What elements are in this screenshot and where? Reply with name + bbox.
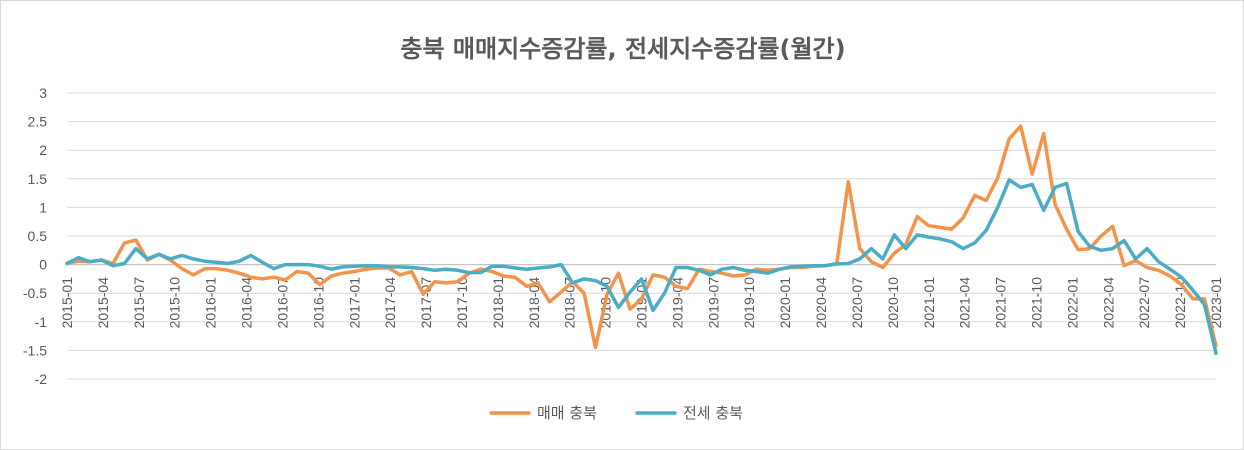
x-tick-label: 2016-01 bbox=[203, 277, 219, 329]
legend-label: 전세 충북 bbox=[683, 404, 743, 422]
x-tick-label: 2021-04 bbox=[957, 277, 973, 329]
y-tick-label: 3 bbox=[39, 85, 47, 101]
x-tick-group: 2022-04 bbox=[1100, 277, 1116, 329]
x-tick-group: 2015-04 bbox=[95, 277, 111, 329]
x-tick-group: 2017-10 bbox=[454, 277, 470, 329]
x-tick-group: 2019-04 bbox=[669, 277, 685, 329]
y-tick-label: 0 bbox=[39, 257, 47, 273]
x-tick-label: 2021-10 bbox=[1028, 277, 1044, 329]
x-tick-group: 2020-10 bbox=[885, 277, 901, 329]
x-tick-group: 2016-04 bbox=[239, 277, 255, 329]
x-tick-group: 2021-01 bbox=[921, 277, 937, 329]
x-tick-label: 2018-01 bbox=[490, 277, 506, 329]
x-tick-group: 2021-07 bbox=[993, 277, 1009, 329]
x-tick-label: 2015-01 bbox=[59, 277, 75, 329]
series-line-jeonse bbox=[65, 178, 1218, 356]
y-tick-label: -2 bbox=[35, 371, 48, 387]
x-tick-label: 2021-07 bbox=[993, 277, 1009, 329]
x-tick-group: 2018-01 bbox=[490, 277, 506, 329]
x-tick-group: 2016-10 bbox=[310, 277, 326, 329]
x-tick-group: 2022-07 bbox=[1136, 277, 1152, 329]
x-tick-label: 2017-04 bbox=[382, 277, 398, 329]
x-tick-label: 2020-10 bbox=[885, 277, 901, 329]
x-tick-label: 2020-07 bbox=[849, 277, 865, 329]
x-tick-group: 2019-10 bbox=[741, 277, 757, 329]
x-tick-group: 2020-04 bbox=[813, 277, 829, 329]
x-tick-label: 2023-01 bbox=[1208, 277, 1224, 329]
y-tick-label: -1.5 bbox=[23, 342, 47, 358]
x-tick-group: 2017-01 bbox=[346, 277, 362, 329]
x-tick-group: 2015-07 bbox=[131, 277, 147, 329]
x-tick-label: 2018-04 bbox=[526, 277, 542, 329]
x-tick-label: 2015-04 bbox=[95, 277, 111, 329]
x-tick-group: 2015-01 bbox=[59, 277, 75, 329]
x-tick-label: 2017-01 bbox=[346, 277, 362, 329]
x-tick-group: 2017-04 bbox=[382, 277, 398, 329]
x-tick-label: 2016-10 bbox=[310, 277, 326, 329]
y-tick-label: 2.5 bbox=[28, 114, 48, 130]
y-tick-label: 0.5 bbox=[28, 228, 48, 244]
x-tick-label: 2020-04 bbox=[813, 277, 829, 329]
x-tick-label: 2017-10 bbox=[454, 277, 470, 329]
x-tick-label: 2015-10 bbox=[167, 277, 183, 329]
x-tick-label: 2022-07 bbox=[1136, 277, 1152, 329]
x-tick-label: 2016-07 bbox=[274, 277, 290, 329]
x-tick-group: 2016-01 bbox=[203, 277, 219, 329]
y-axis-ticks: 3 2.5 2 1.5 1 0.5 0 -0.5 -1 -1.5 -2 bbox=[23, 85, 47, 387]
y-tick-label: -0.5 bbox=[23, 285, 47, 301]
x-tick-group: 2022-01 bbox=[1064, 277, 1080, 329]
x-tick-group: 2023-01 bbox=[1208, 277, 1224, 329]
x-tick-group: 2020-01 bbox=[777, 277, 793, 329]
series-line-sale bbox=[65, 124, 1218, 350]
legend-label: 매매 충북 bbox=[537, 404, 597, 422]
x-tick-group: 2015-10 bbox=[167, 277, 183, 329]
y-tick-label: -1 bbox=[35, 314, 48, 330]
x-tick-label: 2022-01 bbox=[1064, 277, 1080, 329]
x-tick-group: 2016-07 bbox=[274, 277, 290, 329]
x-tick-label: 2019-04 bbox=[669, 277, 685, 329]
x-tick-group: 2018-04 bbox=[526, 277, 542, 329]
series-lines bbox=[65, 124, 1218, 356]
x-tick-label: 2016-04 bbox=[239, 277, 255, 329]
x-tick-label: 2020-01 bbox=[777, 277, 793, 329]
y-tick-label: 1.5 bbox=[28, 171, 48, 187]
chart-title: 충북 매매지수증감률, 전세지수증감률(월간) bbox=[400, 35, 845, 63]
x-tick-group: 2021-10 bbox=[1028, 277, 1044, 329]
x-tick-label: 2019-10 bbox=[741, 277, 757, 329]
x-tick-group: 2020-07 bbox=[849, 277, 865, 329]
x-tick-group: 2019-07 bbox=[705, 277, 721, 329]
x-tick-label: 2015-07 bbox=[131, 277, 147, 329]
x-tick-label: 2021-01 bbox=[921, 277, 937, 329]
x-tick-label: 2019-07 bbox=[705, 277, 721, 329]
gridlines bbox=[67, 92, 1216, 380]
x-tick-group: 2021-04 bbox=[957, 277, 973, 329]
y-tick-label: 1 bbox=[39, 199, 47, 215]
x-tick-label: 2022-04 bbox=[1100, 277, 1116, 329]
y-tick-label: 2 bbox=[39, 142, 47, 158]
legend: 매매 충북 전세 충북 bbox=[489, 404, 743, 422]
x-axis-ticks: 2015-01 2015-04 2015-07 2015-10 2016-01 2016-… bbox=[59, 277, 1224, 329]
